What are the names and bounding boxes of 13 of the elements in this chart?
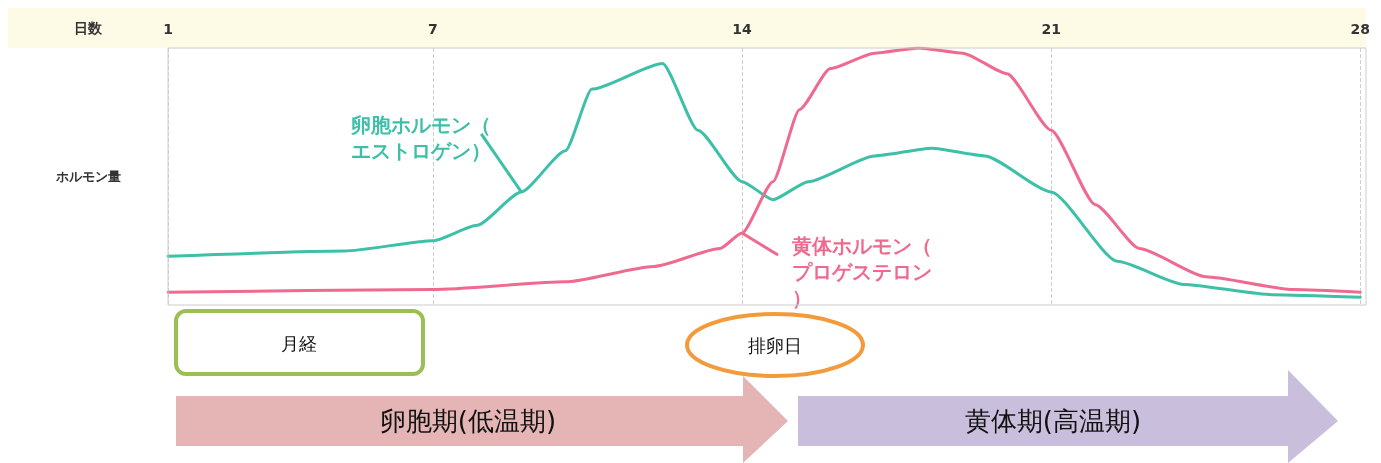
x-tick-label: 14 — [732, 21, 753, 37]
x-tick-label: 28 — [1350, 21, 1370, 37]
text: 月経 — [281, 332, 317, 354]
text: 卵胞ホルモン（エストロゲン） — [350, 112, 492, 163]
x-tick-label: 1 — [163, 21, 173, 37]
text: 黄体期(高温期) — [964, 406, 1142, 436]
x-tick-label: 21 — [1041, 21, 1061, 37]
x-tick-label: 7 — [428, 21, 438, 37]
y-axis-title: ホルモン量 — [54, 169, 121, 184]
legend-label: 黄体ホルモン（プロゲステロン） — [791, 234, 933, 311]
text: 卵胞期(低温期) — [379, 406, 557, 436]
text: 排卵日 — [748, 334, 802, 356]
x-axis-title: 日数 — [74, 20, 103, 36]
